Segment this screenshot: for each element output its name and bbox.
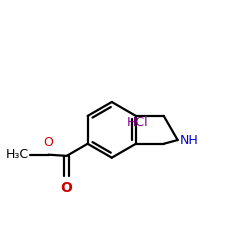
Text: O: O (61, 181, 72, 195)
Text: H₃C: H₃C (5, 148, 28, 161)
Text: NH: NH (180, 134, 199, 146)
Text: HCl: HCl (127, 116, 149, 130)
Text: O: O (44, 136, 54, 149)
